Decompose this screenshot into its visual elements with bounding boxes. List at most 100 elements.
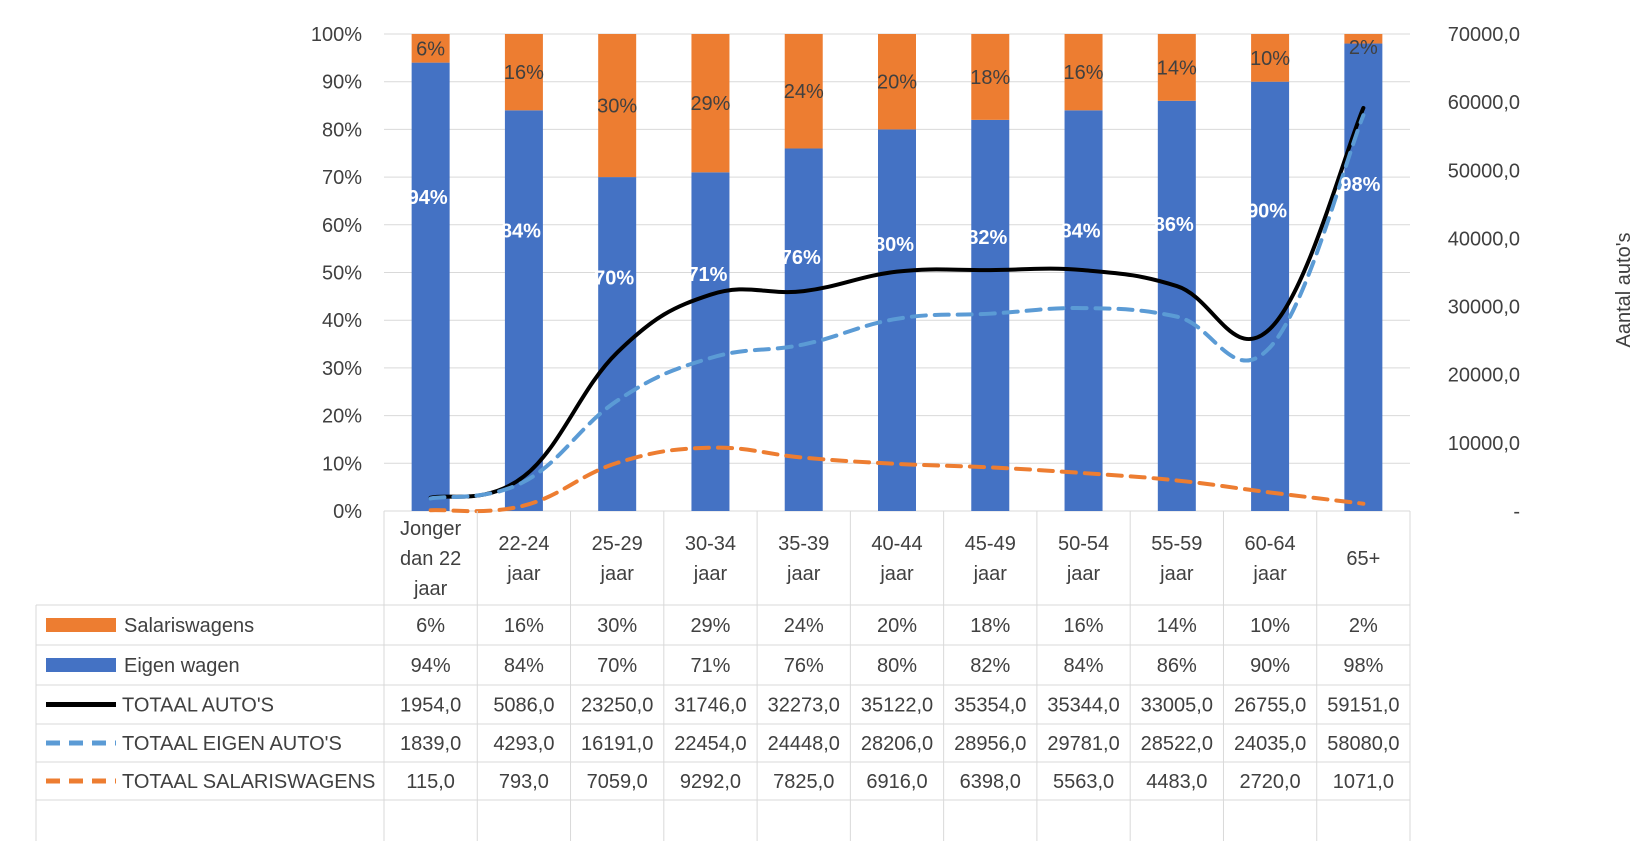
data-label-eigen-wagen: 80% <box>874 234 914 256</box>
table-cell: 29781,0 <box>1047 733 1119 755</box>
table-cell: 90% <box>1250 655 1290 677</box>
table-cell: 7825,0 <box>773 771 834 793</box>
legend-label: Salariswagens <box>124 615 254 637</box>
table-cell: 28956,0 <box>954 733 1026 755</box>
bar-salariswagens <box>1157 34 1196 101</box>
table-cell: 1954,0 <box>400 695 461 717</box>
right-tick-label: 30000,0 <box>1448 297 1520 319</box>
table-cell: 4293,0 <box>493 733 554 755</box>
category-label: 45-49 jaar <box>965 533 1016 585</box>
table-cell: 28522,0 <box>1141 733 1213 755</box>
legend-key-salariswagens <box>46 618 116 632</box>
category-label-line: 22-24 <box>498 533 549 555</box>
data-label-eigen-wagen: 90% <box>1247 200 1287 222</box>
data-table: Jonger dan 22 jaar 22-24 jaar 25-29 jaar 30-34 j… <box>35 511 1411 841</box>
bar-eigen-wagen <box>1157 100 1196 511</box>
table-cell: 94% <box>411 655 451 677</box>
category-label: 35-39 jaar <box>778 533 829 585</box>
left-tick-label: 10% <box>322 453 362 475</box>
category-label-line: 40-44 <box>871 533 922 555</box>
category-label: 22-24 jaar <box>498 533 549 585</box>
data-label-eigen-wagen: 84% <box>1061 221 1101 243</box>
category-label-line: Jonger <box>400 518 461 540</box>
table-cell: 35344,0 <box>1047 695 1119 717</box>
table-cell: 793,0 <box>499 771 549 793</box>
data-label-salariswagens: 18% <box>970 67 1010 89</box>
table-cell: 35122,0 <box>861 695 933 717</box>
bar-salariswagens <box>878 34 916 130</box>
category-label-line: 60-64 <box>1245 533 1296 555</box>
data-label-eigen-wagen: 86% <box>1154 214 1194 236</box>
table-cell: 5086,0 <box>493 695 554 717</box>
bar-data-labels: 6% 94% 16% 84% 30% 70% 29% 71% 24% 76% 20% 80% 18% 82… <box>408 37 1381 289</box>
bar-eigen-wagen <box>598 177 637 511</box>
table-cell: 86% <box>1157 655 1197 677</box>
table-cell: 6916,0 <box>866 771 927 793</box>
data-label-salariswagens: 24% <box>784 81 824 103</box>
left-tick-label: 90% <box>322 72 362 94</box>
table-cell: 10% <box>1250 615 1290 637</box>
left-tick-label: 0% <box>333 501 362 523</box>
category-label-line: jaar <box>786 563 821 585</box>
data-label-eigen-wagen: 98% <box>1340 174 1380 196</box>
table-cell: 6398,0 <box>960 771 1021 793</box>
table-cell: 35354,0 <box>954 695 1026 717</box>
bar-salariswagens <box>1064 34 1103 111</box>
table-cell: 32273,0 <box>768 695 840 717</box>
table-cell: 71% <box>690 655 730 677</box>
bar-eigen-wagen <box>411 62 450 512</box>
bar-eigen-wagen <box>1064 110 1103 511</box>
bar-salariswagens <box>1344 34 1383 44</box>
legend-label: TOTAAL EIGEN AUTO'S <box>122 733 342 755</box>
left-tick-label: 20% <box>322 406 362 428</box>
table-cell: 70% <box>597 655 637 677</box>
data-label-eigen-wagen: 84% <box>501 221 541 243</box>
category-label-line: dan 22 <box>400 548 461 570</box>
table-cell: 31746,0 <box>674 695 746 717</box>
table-cell: 28206,0 <box>861 733 933 755</box>
right-tick-label: 60000,0 <box>1448 92 1520 114</box>
data-label-eigen-wagen: 76% <box>781 247 821 269</box>
legend-label: TOTAAL SALARISWAGENS <box>122 771 375 793</box>
bar-salariswagens <box>1251 34 1290 82</box>
left-tick-label: 80% <box>322 119 362 141</box>
table-cell: 16% <box>1064 615 1104 637</box>
data-label-salariswagens: 6% <box>416 38 445 60</box>
category-label-line: jaar <box>600 563 635 585</box>
bar-eigen-wagen <box>504 110 543 511</box>
table-cell: 82% <box>970 655 1010 677</box>
category-label-line: 65+ <box>1346 548 1380 570</box>
right-tick-label: - <box>1513 501 1520 523</box>
right-axis-label: Aantal auto's <box>1613 232 1635 347</box>
right-tick-label: 10000,0 <box>1448 433 1520 455</box>
table-cell: 84% <box>1064 655 1104 677</box>
table-cell: 24035,0 <box>1234 733 1306 755</box>
category-label: 55-59 jaar <box>1151 533 1202 585</box>
table-cell: 30% <box>597 615 637 637</box>
category-label-line: jaar <box>1159 563 1194 585</box>
table-cell: 9292,0 <box>680 771 741 793</box>
data-label-salariswagens: 16% <box>1064 62 1104 84</box>
category-label-line: jaar <box>506 563 541 585</box>
table-cell: 33005,0 <box>1141 695 1213 717</box>
category-label: 40-44 jaar <box>871 533 922 585</box>
data-label-eigen-wagen: 71% <box>687 264 727 286</box>
bars <box>411 34 1383 512</box>
right-tick-label: 40000,0 <box>1448 228 1520 250</box>
bar-salariswagens <box>411 34 450 63</box>
table-cell: 76% <box>784 655 824 677</box>
table-cell: 58080,0 <box>1327 733 1399 755</box>
category-label-line: jaar <box>693 563 728 585</box>
left-y-axis: 0% 10% 20% 30% 40% 50% 60% 70% 80% 90% 100% <box>311 24 362 523</box>
category-label-line: jaar <box>1066 563 1101 585</box>
bar-salariswagens <box>971 34 1010 120</box>
table-cell: 4483,0 <box>1146 771 1207 793</box>
table-cell: 115,0 <box>406 771 455 793</box>
table-cell: 2720,0 <box>1240 771 1301 793</box>
category-label-line: 55-59 <box>1151 533 1202 555</box>
data-label-eigen-wagen: 82% <box>967 227 1007 249</box>
category-label: 30-34 jaar <box>685 533 736 585</box>
right-tick-label: 50000,0 <box>1448 160 1520 182</box>
left-tick-label: 100% <box>311 24 362 46</box>
line-totaal-auto-s <box>428 105 1366 500</box>
